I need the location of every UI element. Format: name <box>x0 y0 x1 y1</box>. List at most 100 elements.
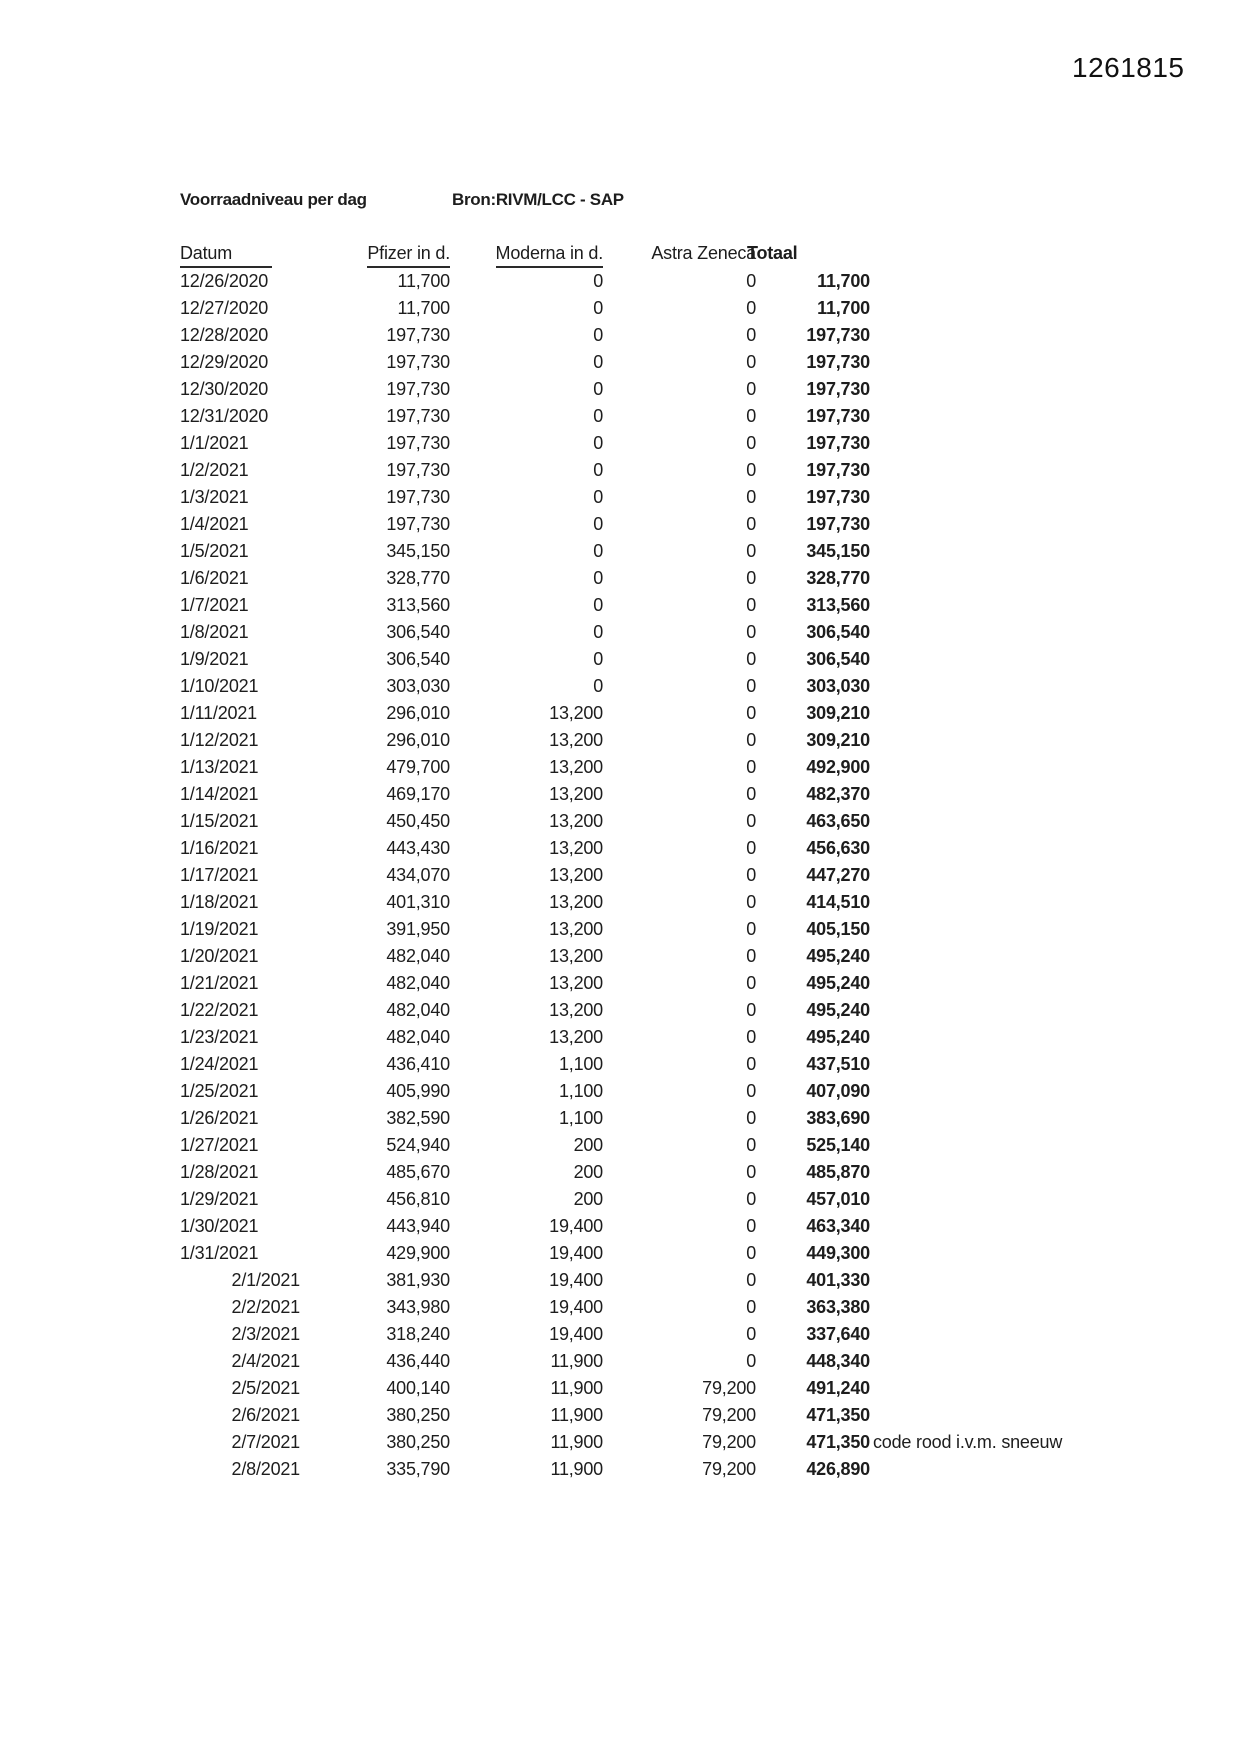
totaal-cell: 414,510 <box>806 892 870 912</box>
note-cell <box>870 943 1132 970</box>
date-cell: 1/25/2021 <box>180 1081 259 1101</box>
astra-cell: 0 <box>746 379 756 399</box>
note-cell <box>870 862 1132 889</box>
moderna-cell: 13,200 <box>549 946 603 966</box>
date-cell: 1/1/2021 <box>180 433 249 453</box>
moderna-cell: 0 <box>593 541 603 561</box>
table-row: 2/4/2021 436,440 11,900 0 448,340 <box>180 1348 1132 1375</box>
pfizer-cell: 335,790 <box>386 1459 450 1479</box>
totaal-cell: 328,770 <box>806 568 870 588</box>
totaal-cell: 401,330 <box>806 1270 870 1290</box>
moderna-cell: 0 <box>593 298 603 318</box>
table-row: 1/16/2021 443,430 13,200 0 456,630 <box>180 835 1132 862</box>
table-row: 1/30/2021 443,940 19,400 0 463,340 <box>180 1213 1132 1240</box>
astra-cell: 0 <box>746 1135 756 1155</box>
column-header-pfizer: Pfizer in d. <box>300 240 450 268</box>
date-cell: 1/26/2021 <box>180 1108 259 1128</box>
date-cell: 1/3/2021 <box>180 487 249 507</box>
date-cell: 1/7/2021 <box>180 595 249 615</box>
table-row: 1/5/2021 345,150 0 0 345,150 <box>180 538 1132 565</box>
astra-cell: 0 <box>746 730 756 750</box>
pfizer-cell: 482,040 <box>386 1027 450 1047</box>
pfizer-cell: 328,770 <box>386 568 450 588</box>
moderna-cell: 0 <box>593 406 603 426</box>
date-cell: 1/5/2021 <box>180 541 249 561</box>
date-cell: 1/9/2021 <box>180 649 249 669</box>
moderna-cell: 200 <box>573 1189 604 1209</box>
moderna-cell: 13,200 <box>549 892 603 912</box>
pfizer-cell: 318,240 <box>386 1324 450 1344</box>
totaal-cell: 485,870 <box>806 1162 870 1182</box>
totaal-cell: 471,350 <box>806 1432 870 1452</box>
note-cell <box>870 1240 1132 1267</box>
table-row: 1/18/2021 401,310 13,200 0 414,510 <box>180 889 1132 916</box>
astra-cell: 0 <box>746 352 756 372</box>
column-header-datum: Datum <box>180 240 300 268</box>
totaal-cell: 197,730 <box>806 514 870 534</box>
date-cell: 1/23/2021 <box>180 1027 259 1047</box>
table-row: 1/15/2021 450,450 13,200 0 463,650 <box>180 808 1132 835</box>
column-header-astra-zeneca-label: Astra Zeneca <box>651 243 756 263</box>
scan-page-number: 1261815 <box>1072 52 1185 83</box>
totaal-cell: 363,380 <box>806 1297 870 1317</box>
table-row: 1/11/2021 296,010 13,200 0 309,210 <box>180 700 1132 727</box>
totaal-cell: 525,140 <box>806 1135 870 1155</box>
table-row: 1/12/2021 296,010 13,200 0 309,210 <box>180 727 1132 754</box>
table-row: 12/28/2020 197,730 0 0 197,730 <box>180 322 1132 349</box>
pfizer-cell: 306,540 <box>386 649 450 669</box>
moderna-cell: 1,100 <box>558 1108 603 1128</box>
astra-cell: 0 <box>746 406 756 426</box>
moderna-cell: 0 <box>593 460 603 480</box>
column-header-moderna: Moderna in d. <box>450 240 603 268</box>
moderna-cell: 19,400 <box>549 1270 603 1290</box>
moderna-cell: 13,200 <box>549 919 603 939</box>
note-cell <box>870 997 1132 1024</box>
totaal-cell: 197,730 <box>806 406 870 426</box>
table-row: 1/3/2021 197,730 0 0 197,730 <box>180 484 1132 511</box>
table-row: 2/5/2021 400,140 11,900 79,200 491,240 <box>180 1375 1132 1402</box>
pfizer-cell: 401,310 <box>386 892 450 912</box>
date-cell: 1/4/2021 <box>180 514 249 534</box>
note-cell <box>870 646 1132 673</box>
table-row: 12/27/2020 11,700 0 0 11,700 <box>180 295 1132 322</box>
date-cell: 2/3/2021 <box>231 1324 301 1344</box>
date-cell: 1/28/2021 <box>180 1162 259 1182</box>
moderna-cell: 13,200 <box>549 865 603 885</box>
astra-cell: 79,200 <box>702 1459 756 1479</box>
moderna-cell: 0 <box>593 649 603 669</box>
pfizer-cell: 197,730 <box>386 325 450 345</box>
pfizer-cell: 482,040 <box>386 973 450 993</box>
note-cell <box>870 835 1132 862</box>
note-cell <box>870 1186 1132 1213</box>
astra-cell: 0 <box>746 568 756 588</box>
pfizer-cell: 313,560 <box>386 595 450 615</box>
date-cell: 1/13/2021 <box>180 757 259 777</box>
pfizer-cell: 11,700 <box>397 271 450 291</box>
note-cell: code rood i.v.m. sneeuw <box>873 1432 1063 1452</box>
table-row: 1/25/2021 405,990 1,100 0 407,090 <box>180 1078 1132 1105</box>
totaal-cell: 11,700 <box>817 271 870 291</box>
totaal-cell: 309,210 <box>806 730 870 750</box>
pfizer-cell: 197,730 <box>386 487 450 507</box>
date-cell: 1/31/2021 <box>180 1243 259 1263</box>
table-body: 12/26/2020 11,700 0 0 11,700 12/27/2020 11,700… <box>180 268 1132 1483</box>
moderna-cell: 0 <box>593 595 603 615</box>
note-cell <box>870 403 1132 430</box>
totaal-cell: 197,730 <box>806 460 870 480</box>
pfizer-cell: 436,410 <box>386 1054 450 1074</box>
table-row: 1/24/2021 436,410 1,100 0 437,510 <box>180 1051 1132 1078</box>
table-row: 2/3/2021 318,240 19,400 0 337,640 <box>180 1321 1132 1348</box>
date-cell: 1/6/2021 <box>180 568 249 588</box>
pfizer-cell: 380,250 <box>386 1432 450 1452</box>
moderna-cell: 0 <box>593 514 603 534</box>
moderna-cell: 1,100 <box>558 1081 603 1101</box>
totaal-cell: 337,640 <box>806 1324 870 1344</box>
pfizer-cell: 450,450 <box>386 811 450 831</box>
totaal-cell: 405,150 <box>806 919 870 939</box>
totaal-cell: 197,730 <box>806 352 870 372</box>
moderna-cell: 19,400 <box>549 1243 603 1263</box>
moderna-cell: 0 <box>593 568 603 588</box>
column-header-spacer <box>870 240 1132 268</box>
column-header-moderna-label: Moderna in d. <box>495 240 603 268</box>
moderna-cell: 0 <box>593 325 603 345</box>
